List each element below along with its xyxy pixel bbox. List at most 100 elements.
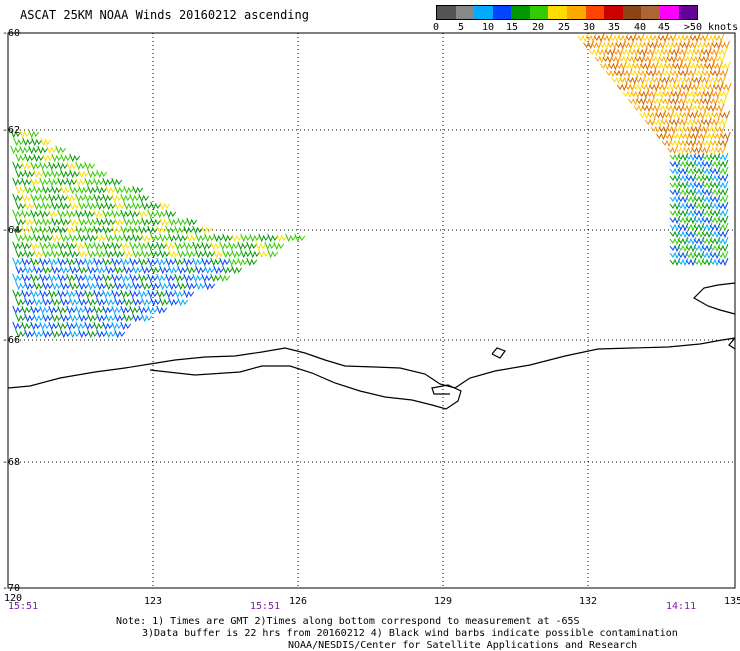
legend-swatch [548, 6, 568, 19]
wind-barb [691, 145, 703, 155]
wind-barb [84, 257, 96, 267]
wind-barb [51, 217, 63, 227]
wind-barb [48, 289, 60, 299]
wind-barb [701, 152, 713, 162]
wind-barb [240, 233, 252, 243]
wind-barb [141, 297, 153, 307]
wind-barb [138, 305, 150, 315]
wind-barb [641, 103, 653, 113]
wind-barb [69, 329, 81, 339]
wind-barb [669, 187, 681, 197]
wind-barb [693, 187, 705, 197]
wind-barb [132, 265, 144, 275]
wind-barb [141, 201, 153, 211]
wind-barb [12, 241, 24, 251]
wind-barb [264, 241, 276, 251]
wind-barbs-right-swath [577, 33, 732, 267]
wind-barb [192, 273, 204, 283]
wind-barb [712, 82, 724, 92]
wind-barb [15, 249, 27, 259]
wind-barb [141, 265, 153, 275]
wind-barb [33, 233, 45, 243]
wind-barb [607, 40, 619, 50]
wind-barb [717, 215, 729, 225]
wind-barb [33, 169, 45, 179]
wind-barb [630, 89, 642, 99]
wind-barb [33, 281, 45, 291]
wind-barb [706, 54, 718, 64]
wind-barb [680, 82, 692, 92]
wind-barb [616, 61, 627, 71]
wind-barb [132, 185, 144, 195]
wind-barb [685, 138, 697, 148]
wind-barb [150, 201, 162, 211]
wind-barb [693, 243, 705, 253]
wind-barb [186, 217, 198, 227]
wind-barb [24, 169, 36, 179]
wind-barb [69, 233, 81, 243]
wind-barb [111, 209, 123, 219]
wind-barb [57, 241, 69, 251]
wind-barb [21, 209, 33, 219]
wind-barb [717, 194, 729, 204]
wind-barb [707, 75, 719, 85]
wind-barb [39, 161, 51, 171]
wind-barb [132, 217, 144, 227]
wind-barb [57, 177, 69, 187]
wind-barb [688, 131, 699, 141]
wind-barb [685, 257, 697, 267]
wind-barb [42, 201, 54, 211]
time-label: 14:11 [666, 601, 696, 612]
wind-barb [192, 225, 204, 235]
wind-barb [66, 241, 78, 251]
wind-barb [114, 329, 126, 339]
wind-barb [267, 233, 279, 243]
wind-barb [39, 193, 51, 203]
wind-barb [15, 153, 27, 163]
wind-barb [102, 289, 114, 299]
wind-barb [662, 89, 674, 99]
wind-barb [30, 273, 42, 283]
wind-barb [685, 201, 697, 211]
wind-barb [717, 208, 729, 218]
wind-barb [709, 243, 721, 253]
wind-barb [30, 241, 42, 251]
wind-barb [21, 257, 33, 267]
wind-barb [615, 40, 627, 50]
wind-barb [48, 161, 60, 171]
wind-barb [665, 33, 677, 43]
wind-barb [13, 137, 25, 147]
wind-barb [120, 321, 132, 331]
wind-barb [111, 193, 123, 203]
wind-barb [114, 249, 126, 259]
wind-barb [677, 194, 689, 204]
wind-barb [661, 138, 673, 148]
wind-barb [666, 54, 678, 64]
wind-barb [174, 273, 186, 283]
wind-barb [132, 233, 144, 243]
wind-barb [87, 329, 99, 339]
wind-barb [69, 281, 81, 291]
wind-barb [679, 40, 691, 50]
wind-barb [105, 313, 117, 323]
wind-barb [246, 257, 258, 267]
wind-barb [120, 209, 132, 219]
wind-barb [60, 185, 72, 195]
wind-barb [174, 257, 186, 267]
wind-barb [60, 297, 72, 307]
wind-barb [696, 131, 707, 141]
wind-barb [675, 75, 687, 85]
wind-barb [680, 61, 691, 71]
wind-barb [159, 249, 171, 259]
wind-barb [685, 215, 697, 225]
wind-barb [717, 250, 729, 260]
wind-barb [669, 138, 681, 148]
wind-barb [610, 54, 622, 64]
wind-barb [622, 89, 634, 99]
wind-barb [692, 47, 704, 57]
wind-barb [701, 229, 713, 239]
wind-barb [12, 289, 24, 299]
wind-barb [42, 153, 54, 163]
wind-barb [132, 281, 144, 291]
